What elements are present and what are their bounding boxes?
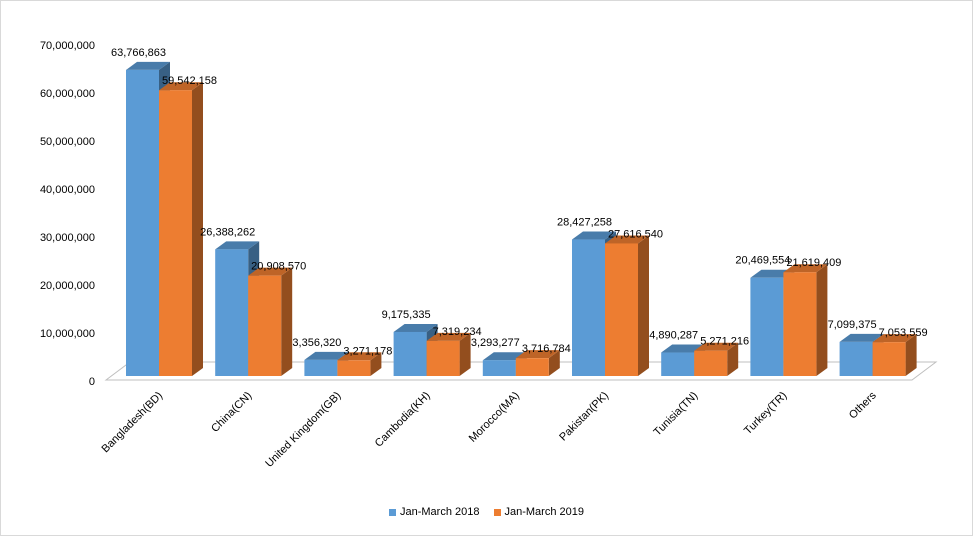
legend-label-series-1: Jan-March 2018 (400, 506, 480, 518)
bar-front (694, 350, 728, 376)
x-tick-label: Tunisia(TN) (651, 390, 700, 439)
bar (426, 332, 471, 376)
legend-item-series-2: Jan-March 2019 (493, 506, 585, 518)
bar-top (159, 82, 203, 91)
bar-top (694, 342, 739, 351)
x-tick-label: China(CN) (209, 390, 254, 435)
bar-front (872, 342, 906, 376)
bar-front (839, 341, 873, 376)
data-label: 3,716,784 (522, 343, 571, 355)
bar-side (638, 235, 649, 376)
data-label: 63,766,863 (111, 47, 166, 59)
data-label: 21,619,409 (786, 257, 841, 269)
bar-side (816, 264, 828, 376)
bar-front (783, 272, 817, 376)
y-tick-label: 70,000,000 (40, 40, 95, 52)
legend-swatch-series-1 (389, 508, 396, 516)
bar-side (192, 82, 203, 377)
bar-front (393, 331, 427, 376)
bar (248, 267, 293, 376)
bar-front (750, 277, 784, 376)
data-label: 7,053,559 (879, 327, 928, 339)
data-label: 3,271,178 (343, 345, 392, 357)
bar-side (281, 267, 293, 376)
y-tick-label: 20,000,000 (40, 280, 95, 292)
bar-front (215, 249, 249, 376)
bar-front (426, 340, 460, 376)
data-label: 26,388,262 (200, 226, 255, 238)
bar-front (304, 359, 338, 376)
bar-side (548, 350, 560, 376)
bar-front (661, 352, 695, 376)
data-label: 3,293,277 (471, 337, 520, 349)
legend: Jan-March 2018 Jan-March 2019 (0, 506, 973, 518)
y-tick-label: 0 (89, 376, 95, 388)
bar-top (248, 267, 293, 276)
data-label: 7,099,375 (828, 319, 877, 331)
data-label: 5,271,216 (700, 336, 749, 348)
data-label: 59,542,158 (162, 75, 217, 87)
bar-side (459, 332, 471, 376)
bar-top (872, 334, 917, 343)
data-label: 4,890,287 (649, 330, 698, 342)
bar-front (337, 360, 371, 376)
bar-front (515, 358, 549, 376)
bar-top (304, 351, 349, 360)
bar-side (370, 352, 382, 376)
bar-front (159, 90, 192, 377)
bar-top (839, 333, 884, 342)
x-tick-label: Pakistan(PK) (557, 390, 611, 444)
bar-top (783, 264, 828, 273)
bar-side (905, 334, 917, 376)
y-tick-label: 30,000,000 (40, 232, 95, 244)
bar-top (337, 352, 382, 361)
data-label: 7,319,234 (433, 326, 482, 338)
bar (159, 82, 203, 377)
y-tick-label: 40,000,000 (40, 184, 95, 196)
x-tick-label: Cambodia(KH) (373, 390, 433, 450)
y-axis: 0 10,000,000 20,000,000 30,000,000 40,000,00… (40, 40, 95, 388)
y-tick-label: 10,000,000 (40, 328, 95, 340)
bar (872, 334, 917, 376)
bar-top (215, 241, 260, 250)
bar-top (126, 61, 170, 70)
data-label: 27,616,540 (608, 228, 663, 240)
bar (515, 350, 560, 376)
bar (337, 352, 382, 376)
x-tick-label: Morocco(MA) (467, 390, 522, 445)
bar-top (393, 323, 438, 332)
bar-top (572, 231, 616, 240)
data-label: 3,356,320 (292, 337, 341, 349)
bar-front (482, 360, 516, 376)
data-label: 9,175,335 (382, 309, 431, 321)
bar-front (126, 69, 159, 376)
bar-side (727, 342, 739, 376)
data-label: 20,469,554 (735, 255, 790, 267)
legend-item-series-1: Jan-March 2018 (389, 506, 480, 518)
data-label: 28,427,258 (557, 217, 612, 229)
bar (694, 342, 739, 376)
bar-front (605, 243, 638, 376)
legend-swatch-series-2 (493, 508, 501, 516)
data-labels: 63,766,863 59,542,158 26,388,262 20,908,570… (111, 47, 928, 357)
bar-top (661, 344, 706, 353)
bar (605, 235, 649, 376)
bars (126, 61, 917, 377)
x-tick-label: Bangladesh(BD) (100, 390, 166, 456)
bar-top (605, 235, 649, 244)
legend-label-series-2: Jan-March 2019 (504, 506, 585, 518)
bar-front (572, 239, 605, 376)
bar-front (248, 275, 282, 376)
x-tick-label: United Kingdom(GB) (263, 390, 343, 470)
data-label: 20,908,570 (251, 261, 306, 273)
bar-top (515, 350, 560, 359)
bar-top (426, 332, 471, 341)
y-tick-label: 60,000,000 (40, 88, 95, 100)
x-axis: Bangladesh(BD) China(CN) United Kingdom(GB… (100, 389, 880, 470)
y-tick-label: 50,000,000 (40, 136, 95, 148)
x-tick-label: Turkey(TR) (742, 390, 790, 438)
bar (783, 264, 828, 376)
x-tick-label: Others (847, 389, 879, 421)
